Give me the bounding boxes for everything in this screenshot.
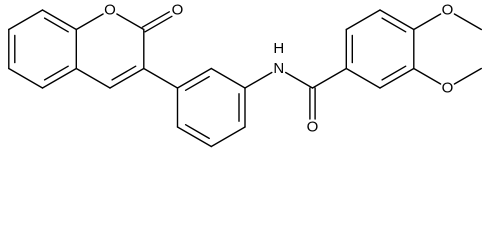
bond: [413, 67, 442, 85]
bond: [75, 67, 111, 89]
bond: [75, 13, 104, 31]
bond: [210, 126, 246, 148]
bond: [143, 67, 179, 89]
bond: [381, 17, 407, 33]
bond: [210, 67, 246, 89]
bond: [176, 126, 213, 148]
bond: [381, 65, 407, 81]
bond: [184, 123, 210, 140]
bond: [244, 71, 273, 89]
bond: [379, 9, 415, 31]
bond: [43, 17, 69, 33]
atom-label: H: [273, 40, 284, 57]
bond: [453, 13, 482, 31]
bond: [413, 13, 442, 31]
bond: [453, 67, 482, 85]
bond: [109, 67, 145, 89]
atom-label: O: [442, 80, 454, 97]
atom-label: N: [273, 60, 284, 77]
bond: [345, 9, 381, 31]
atom-label: O: [307, 119, 319, 136]
atom-label: O: [172, 2, 184, 19]
atom-label: O: [442, 2, 454, 19]
bond: [345, 67, 381, 89]
bond: [41, 9, 78, 31]
bond: [111, 65, 137, 81]
bond: [144, 15, 173, 33]
bond: [8, 67, 44, 89]
bond: [285, 71, 314, 89]
bond: [141, 11, 171, 28]
bond: [41, 67, 78, 89]
bond: [176, 67, 213, 89]
molecule-diagram: O O NH O O O: [8, 2, 482, 148]
bond: [8, 9, 44, 31]
bond: [379, 67, 415, 89]
bond: [184, 75, 210, 92]
bond: [311, 67, 347, 89]
bond: [116, 13, 145, 31]
atom-label: O: [104, 2, 116, 19]
bond: [43, 65, 69, 81]
